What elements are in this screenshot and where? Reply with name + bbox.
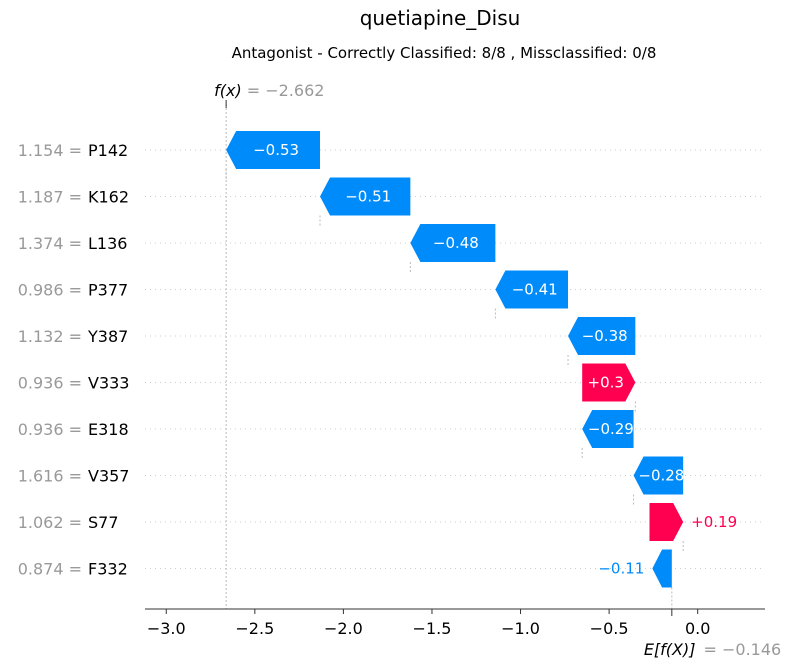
feature-labels: 1.154 = P142 −0.53 1.187 = K162 −0.51 1.374 = L… (18, 141, 737, 579)
bar-value-label: −0.38 (582, 327, 628, 345)
feature-value-label: 1.374 = (18, 234, 82, 253)
waterfall-bar (582, 363, 636, 402)
x-tick-label: −3.0 (147, 619, 186, 638)
feature-name-label: S77 (88, 513, 119, 532)
chart-subtitle: Antagonist - Correctly Classified: 8/8 ,… (232, 44, 657, 62)
bar-value-label: −0.53 (253, 141, 299, 159)
waterfall-bar (652, 549, 672, 588)
bar-value-label: −0.29 (588, 420, 634, 438)
feature-value-label: 1.187 = (18, 188, 82, 207)
bar-value-label: −0.41 (512, 281, 558, 299)
feature-name-label: Y387 (87, 327, 128, 346)
feature-value-label: 0.936 = (18, 420, 82, 439)
fx-value: = −2.662 (247, 81, 325, 100)
base-value: = −0.146 (703, 640, 781, 659)
feature-name-label: L136 (88, 234, 127, 253)
feature-value-label: 0.986 = (18, 281, 82, 300)
feature-name-label: V333 (88, 374, 129, 393)
bar-value-label: −0.48 (433, 234, 479, 252)
feature-name-label: V357 (88, 467, 129, 486)
x-tick-label: −2.0 (324, 619, 363, 638)
guide-lines (225, 100, 684, 609)
bar-value-label: +0.19 (691, 513, 737, 531)
waterfall-bar (633, 456, 684, 495)
feature-name-label: E318 (88, 420, 129, 439)
feature-value-label: 1.154 = (18, 141, 82, 160)
chart-title: quetiapine_Disu (360, 6, 521, 30)
bar-value-label: −0.28 (638, 467, 684, 485)
waterfall-bar (410, 224, 496, 262)
waterfall-bar (649, 503, 684, 541)
base-value-annotation: E[f(X)] = −0.146 (644, 640, 781, 659)
x-tick-label: −2.5 (235, 619, 274, 638)
feature-value-label: 0.936 = (18, 374, 82, 393)
bar-value-label: −0.51 (345, 188, 391, 206)
base-label: E[f(X)] (644, 640, 696, 659)
bar-value-label: −0.11 (598, 560, 644, 578)
feature-value-label: 1.616 = (18, 467, 82, 486)
feature-value-label: 1.062 = (18, 513, 82, 532)
x-tick-label: 0.0 (685, 619, 710, 638)
fx-annotation: f(x) = −2.662 (214, 81, 324, 100)
waterfall-bar (495, 270, 569, 309)
waterfall-bar (582, 410, 634, 448)
feature-name-label: K162 (88, 188, 129, 207)
x-tick-label: −1.5 (413, 619, 452, 638)
fx-label: f(x) (214, 81, 242, 100)
feature-value-label: 0.874 = (18, 560, 82, 579)
waterfall-bars (226, 131, 684, 588)
feature-name-label: P142 (88, 141, 128, 160)
feature-name-label: F332 (88, 560, 128, 579)
x-axis: −3.0 −2.5 −2.0 −1.5 −1.0 −0.5 0.0 (145, 608, 765, 638)
waterfall-bar (320, 177, 411, 216)
waterfall-bar (226, 131, 321, 169)
bar-value-label: +0.3 (588, 374, 624, 392)
feature-value-label: 1.132 = (18, 327, 82, 346)
x-tick-label: −0.5 (590, 619, 629, 638)
waterfall-bar (568, 317, 636, 355)
feature-name-label: P377 (88, 281, 128, 300)
x-tick-label: −1.0 (501, 619, 540, 638)
